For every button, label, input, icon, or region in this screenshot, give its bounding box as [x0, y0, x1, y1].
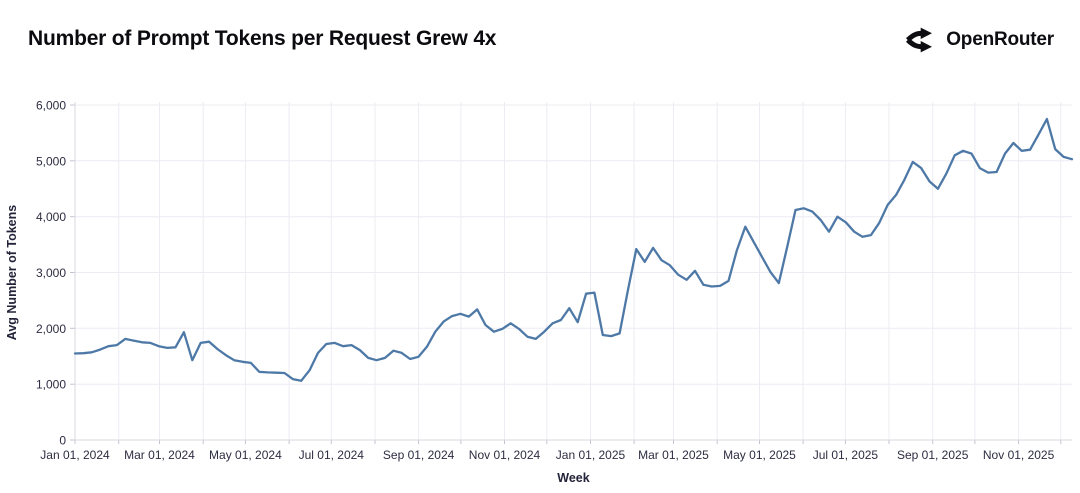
- y-tick-label: 2,000: [36, 322, 66, 336]
- x-tick-label: Jan 01, 2024: [40, 448, 110, 462]
- x-tick-label: Nov 01, 2025: [983, 448, 1055, 462]
- brand-name: OpenRouter: [946, 29, 1054, 50]
- x-tick-label: Mar 01, 2024: [124, 448, 195, 462]
- y-tick-label: 6,000: [36, 99, 66, 113]
- y-tick-label: 4,000: [36, 210, 66, 224]
- y-tick-label: 1,000: [36, 378, 66, 392]
- data-line: [73, 117, 1074, 382]
- y-tick-label: 0: [59, 434, 66, 448]
- y-tick-label: 3,000: [36, 266, 66, 280]
- x-tick-label: Jul 01, 2024: [299, 448, 365, 462]
- brand-lockup: OpenRouter: [904, 25, 1054, 55]
- x-tick-label: Sep 01, 2024: [383, 448, 455, 462]
- x-axis-title: Week: [557, 471, 589, 485]
- x-tick-label: Sep 01, 2025: [897, 448, 969, 462]
- y-tick-label: 5,000: [36, 154, 66, 168]
- x-tick-label: May 01, 2024: [209, 448, 282, 462]
- x-tick-label: Nov 01, 2024: [469, 448, 541, 462]
- x-tick-label: Jul 01, 2025: [813, 448, 879, 462]
- x-tick-label: May 01, 2025: [723, 448, 796, 462]
- y-axis-title: Avg Number of Tokens: [5, 205, 19, 340]
- x-tick-label: Mar 01, 2025: [638, 448, 709, 462]
- page-title: Number of Prompt Tokens per Request Grew…: [28, 27, 497, 50]
- openrouter-logo-icon: [906, 27, 933, 53]
- x-tick-label: Jan 01, 2025: [556, 448, 626, 462]
